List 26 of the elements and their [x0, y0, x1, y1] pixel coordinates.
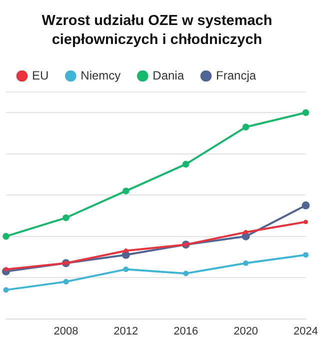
point [302, 109, 310, 116]
x-tick-label: 2020 [234, 325, 258, 338]
point [242, 124, 250, 130]
point [183, 270, 189, 276]
x-tick-label: 2016 [174, 325, 198, 338]
point [302, 252, 309, 258]
chart-title: Wzrost udziału OZE w systemach ciepłowniczych i chłodniczych [40, 12, 274, 50]
point [122, 188, 130, 194]
point [63, 278, 69, 284]
point [124, 248, 128, 253]
legend-label: Niemcy [80, 68, 121, 82]
point [3, 287, 9, 293]
point [244, 230, 248, 234]
point [304, 220, 308, 224]
x-tick-label: 2024 [294, 325, 318, 338]
point [62, 214, 70, 222]
point [302, 201, 310, 210]
point [123, 266, 129, 272]
legend-label: Dania [152, 68, 184, 82]
legend-label: Francja [216, 68, 256, 82]
point [182, 160, 190, 168]
point [2, 232, 10, 240]
legend-label: EU [32, 68, 49, 82]
x-tick-label: 2008 [54, 325, 78, 338]
point [243, 260, 249, 266]
x-tick-label: 2012 [114, 325, 138, 338]
